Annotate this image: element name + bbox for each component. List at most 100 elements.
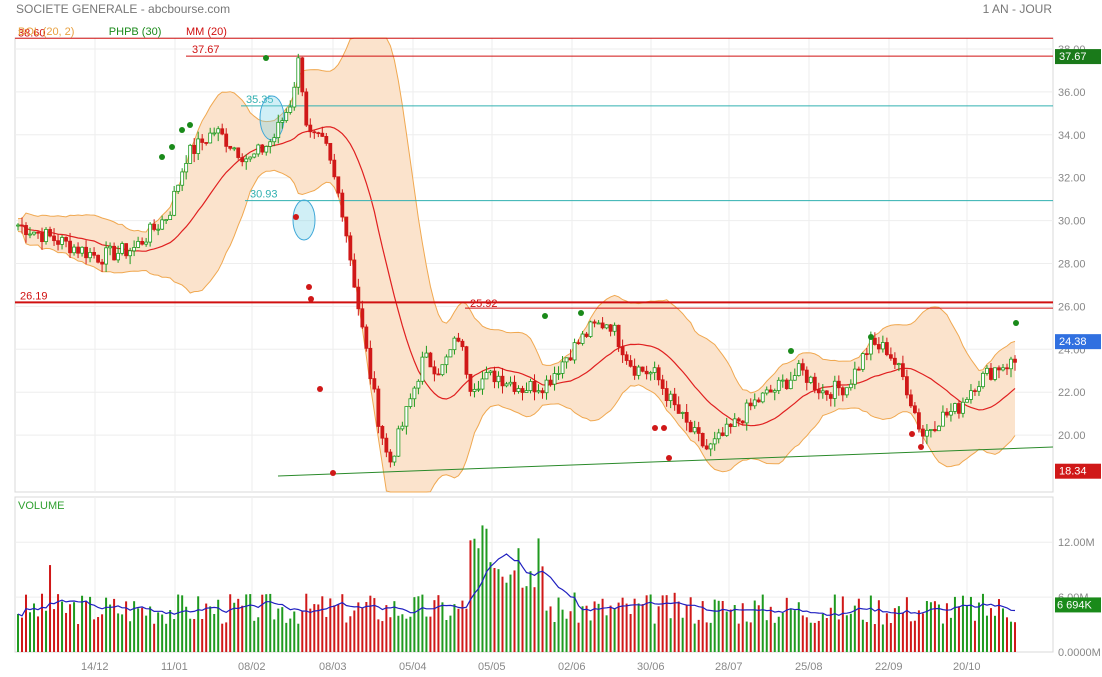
candle-body	[16, 224, 20, 227]
x-tick-label: 08/03	[319, 661, 347, 673]
volume-bar	[73, 602, 76, 652]
candle-body	[528, 381, 533, 392]
volume-bar	[633, 598, 636, 652]
volume-bar	[173, 619, 176, 652]
volume-bar	[93, 619, 96, 652]
candle-body	[536, 390, 541, 393]
signal-dot	[159, 154, 165, 160]
candle-body	[756, 399, 761, 403]
volume-bar	[945, 603, 948, 652]
candle-body	[808, 376, 813, 383]
volume-bar	[577, 622, 580, 652]
volume-tick-label: 12.00M	[1058, 537, 1095, 549]
volume-bar	[929, 602, 932, 652]
candle-body	[160, 219, 165, 230]
candle-body	[768, 389, 773, 393]
candle-body	[240, 157, 245, 163]
candle-body	[612, 324, 617, 332]
candle-body	[608, 324, 613, 332]
candle-body	[104, 247, 108, 265]
candle-body	[636, 366, 641, 376]
volume-bar	[345, 622, 348, 652]
volume-bar	[969, 596, 972, 652]
volume-bar	[49, 565, 52, 652]
candle-body	[64, 237, 68, 242]
candle-body	[564, 357, 569, 363]
candle-body	[604, 324, 609, 329]
candle-body	[900, 363, 905, 378]
candle-body	[312, 131, 317, 134]
candle-body	[500, 375, 505, 387]
candle-body	[957, 403, 961, 414]
volume-bar	[449, 615, 452, 652]
volume-bar	[521, 587, 524, 652]
signal-dot	[666, 455, 672, 461]
price-tick-label: 28.00	[1058, 259, 1086, 271]
volume-bar	[657, 606, 660, 652]
volume-bar	[325, 616, 328, 652]
volume-bar	[417, 596, 420, 652]
volume-bar	[997, 599, 1000, 652]
candle-body	[252, 153, 257, 158]
volume-bar	[1005, 617, 1008, 652]
volume-bar	[645, 595, 648, 652]
candle-body	[584, 333, 589, 337]
signal-dot	[1013, 320, 1019, 326]
volume-bar	[857, 598, 860, 652]
volume-bar	[533, 587, 536, 652]
volume-bar	[917, 610, 920, 652]
volume-bar	[629, 613, 632, 652]
candle-body	[628, 360, 633, 367]
candle-body	[524, 390, 529, 393]
candle-body	[76, 246, 80, 254]
volume-bar	[573, 592, 576, 652]
candle-body	[676, 404, 681, 414]
volume-bar	[745, 621, 748, 652]
volume-bar	[21, 617, 24, 652]
volume-bar	[273, 619, 276, 652]
candle-body	[888, 354, 893, 359]
candle-body	[912, 405, 917, 414]
volume-bar	[865, 622, 868, 652]
bollinger-upper-line	[17, 37, 1016, 394]
candle-body	[244, 158, 249, 163]
candle-body	[592, 321, 597, 324]
candle-body	[556, 373, 561, 375]
volume-bar	[381, 621, 384, 652]
candle-body	[392, 455, 397, 463]
candle-body	[904, 376, 909, 396]
candle-body	[368, 347, 373, 380]
volume-bar	[401, 614, 404, 652]
level-label: 38.60	[18, 27, 46, 39]
volume-bar	[357, 602, 360, 652]
volume-bar	[461, 600, 464, 652]
volume-bar	[845, 615, 848, 652]
price-tag	[1055, 463, 1101, 479]
volume-bar	[973, 620, 976, 652]
candle-body	[100, 261, 104, 265]
candle-body	[736, 418, 741, 422]
volume-bar	[669, 618, 672, 652]
candle-body	[480, 378, 485, 390]
candle-body	[80, 246, 84, 254]
volume-bar	[509, 574, 512, 652]
volume-bar	[781, 612, 784, 652]
volume-bar	[961, 595, 964, 652]
volume-bar	[477, 548, 480, 652]
candle-body	[620, 346, 625, 356]
candle-body	[788, 379, 793, 390]
candle-body	[380, 426, 385, 439]
volume-bar	[365, 601, 368, 652]
candle-body	[812, 376, 817, 391]
volume-bar	[513, 570, 516, 652]
volume-bar	[445, 619, 448, 652]
candle-body	[264, 146, 269, 153]
volume-bar	[105, 597, 108, 652]
candle-body	[908, 394, 913, 407]
candle-body	[336, 176, 341, 194]
candle-body	[969, 390, 973, 400]
candle-body	[925, 429, 929, 437]
signal-dot	[169, 144, 175, 150]
volume-bar	[541, 566, 544, 652]
volume-bar	[389, 617, 392, 652]
